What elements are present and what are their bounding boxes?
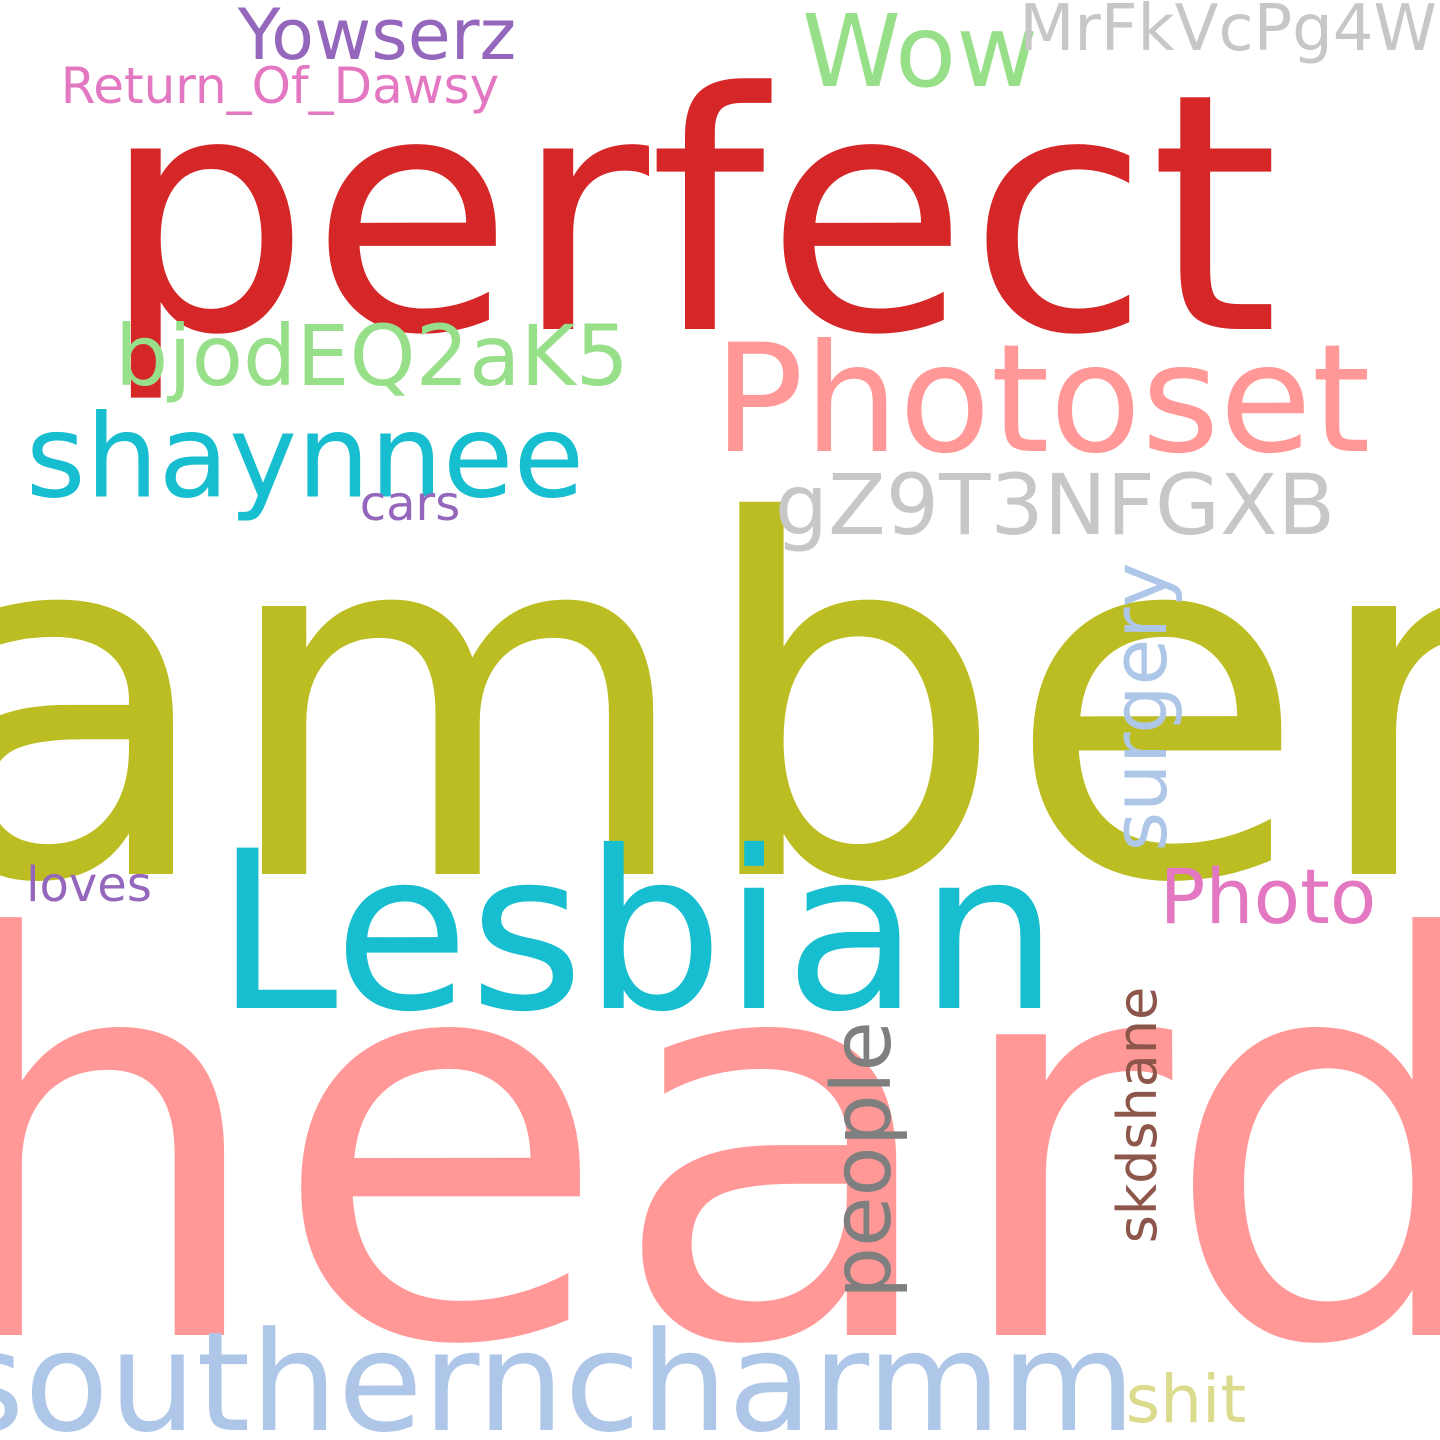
word-shit: shit	[1125, 1361, 1247, 1438]
word-gz9t3nfgxb: gZ9T3NFGXB	[774, 456, 1336, 554]
word-photo: Photo	[1159, 852, 1377, 941]
word-skdshane: skdshane	[1106, 986, 1169, 1244]
word-mrfkvcpg4w: MrFkVcPg4W	[1019, 0, 1437, 66]
word-return-of-dawsy: Return_Of_Dawsy	[60, 57, 500, 115]
word-amber: amber	[0, 419, 1440, 990]
word-perfect: perfect	[100, 23, 1280, 407]
word-heard: heard	[0, 824, 1440, 1440]
word-photoset: Photoset	[713, 313, 1371, 487]
word-loves: loves	[26, 857, 152, 913]
word-surgery: surgery	[1095, 562, 1184, 852]
word-cars: cars	[359, 476, 461, 532]
word-yowserz: Yowserz	[237, 0, 517, 76]
word-lesbian: Lesbian	[215, 804, 1059, 1060]
word-wow: Wow	[802, 0, 1038, 110]
word-shaynnee: shaynnee	[25, 390, 585, 525]
word-bjodeq2ak5: bjodEQ2aK5	[114, 307, 630, 405]
word-people: people	[815, 1021, 910, 1299]
word-southerncharmm: southerncharmm	[0, 1302, 1136, 1440]
